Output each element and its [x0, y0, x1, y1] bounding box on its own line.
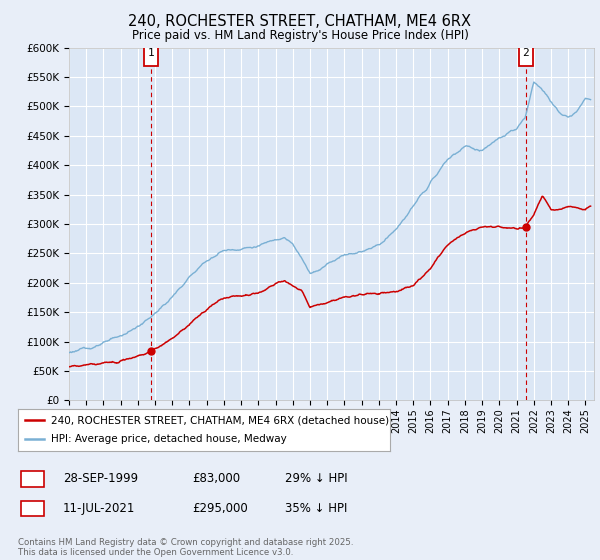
Text: Price paid vs. HM Land Registry's House Price Index (HPI): Price paid vs. HM Land Registry's House … [131, 29, 469, 42]
Bar [519, 40, 533, 67]
Text: 240, ROCHESTER STREET, CHATHAM, ME4 6RX (detached house): 240, ROCHESTER STREET, CHATHAM, ME4 6RX … [52, 415, 389, 425]
Text: 1: 1 [22, 474, 29, 484]
Text: Contains HM Land Registry data © Crown copyright and database right 2025.
This d: Contains HM Land Registry data © Crown c… [18, 538, 353, 557]
Text: £295,000: £295,000 [192, 502, 248, 515]
Text: 1: 1 [148, 49, 154, 58]
Text: 35% ↓ HPI: 35% ↓ HPI [285, 502, 347, 515]
Text: 11-JUL-2021: 11-JUL-2021 [63, 502, 136, 515]
Bar [144, 40, 158, 67]
Text: £83,000: £83,000 [192, 472, 240, 486]
Text: HPI: Average price, detached house, Medway: HPI: Average price, detached house, Medw… [52, 435, 287, 445]
Text: 2: 2 [522, 49, 529, 58]
Text: 29% ↓ HPI: 29% ↓ HPI [285, 472, 347, 486]
Text: 2: 2 [22, 503, 29, 514]
Text: 240, ROCHESTER STREET, CHATHAM, ME4 6RX: 240, ROCHESTER STREET, CHATHAM, ME4 6RX [128, 14, 472, 29]
Text: 28-SEP-1999: 28-SEP-1999 [63, 472, 138, 486]
